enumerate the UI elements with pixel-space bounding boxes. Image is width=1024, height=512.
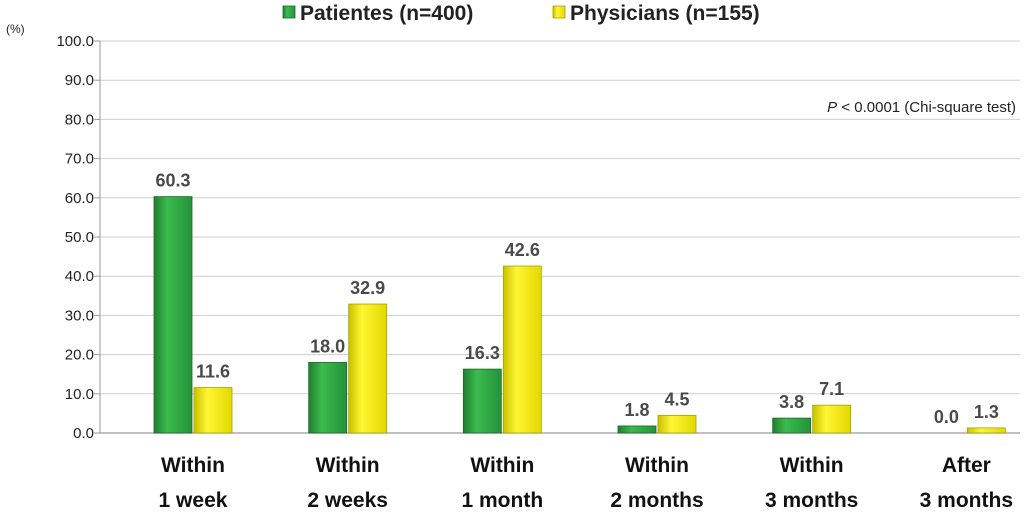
y-tick-label: 20.0 [65,347,94,364]
x-category-label-2-line-0: Within [470,454,534,477]
legend-label-physicians: Physicians (n=155) [570,2,760,25]
x-category-label-4-line-0: Within [780,454,844,477]
y-tick-label: 0.0 [73,425,94,442]
data-label-physicians-5: 1.3 [974,402,999,422]
bar-patients-2 [462,368,502,434]
annotation-rest: < 0.0001 (Chi-square test) [837,99,1016,116]
significance-annotation: P < 0.0001 (Chi-square test) [827,99,1016,116]
x-category-label-1-line-1: 2 weeks [307,489,388,512]
x-axis: Within 1 week Within 2 weeks Within 1 month Wi… [159,454,1013,512]
y-tick-label: 70.0 [65,151,94,168]
data-label-patients-5: 0.0 [934,407,959,427]
y-tick-label: 30.0 [65,307,94,324]
data-label-physicians-2: 42.6 [505,240,540,260]
annotation-italic-p: P [827,99,837,116]
data-label-physicians-1: 32.9 [350,278,385,298]
x-category-label-3-line-0: Within [625,454,689,477]
x-category-label-4-line-1: 3 months [765,489,858,512]
legend: Patientes (n=400) Physicians (n=155) [282,2,760,25]
bar-patients-4 [772,417,812,434]
data-labels: 60.3 11.6 18.0 32.9 16.3 42.6 1.8 4.5 3.8 7.1 0.0 1… [155,171,998,427]
y-tick-label: 50.0 [65,229,94,246]
y-tick-label: 10.0 [65,386,94,403]
legend-label-patients: Patientes (n=400) [300,2,473,25]
gridlines [100,40,1020,434]
bar-physicians-4 [812,404,852,434]
y-tick-label: 80.0 [65,111,94,128]
bar-physicians-3 [657,414,697,434]
x-category-label-5-line-1: 3 months [920,489,1013,512]
legend-swatch-physicians [552,5,566,19]
data-label-physicians-4: 7.1 [819,379,844,399]
bar-physicians-5 [966,427,1006,434]
data-label-patients-1: 18.0 [310,336,345,356]
y-tick-label: 60.0 [65,190,94,207]
x-category-label-5-line-0: After [942,454,991,477]
bar-patients-1 [308,362,348,434]
y-axis-unit-label: (%) [6,22,25,36]
x-category-label-3-line-1: 2 months [610,489,703,512]
data-label-physicians-0: 11.6 [196,362,230,382]
legend-swatch-patients [282,5,296,19]
data-label-patients-0: 60.3 [155,171,190,191]
bar-patients-0 [153,196,193,434]
bars [153,196,1006,434]
y-tick-label: 100.0 [56,33,94,50]
x-category-label-2-line-1: 1 month [461,489,543,512]
x-category-label-0-line-1: 1 week [159,489,228,512]
y-axis: 0.0 10.0 20.0 30.0 40.0 50.0 60.0 70.0 80.0 90.0 1… [56,33,101,442]
bar-physicians-1 [348,303,388,434]
bar-physicians-2 [502,265,542,434]
y-tick-label: 40.0 [65,268,94,285]
bar-physicians-0 [193,387,233,434]
data-label-patients-4: 3.8 [779,392,804,412]
data-label-patients-2: 16.3 [465,343,500,363]
data-label-physicians-3: 4.5 [664,389,689,409]
x-category-label-0-line-0: Within [161,454,225,477]
y-tick-label: 90.0 [65,72,94,89]
bar-patients-3 [617,425,657,434]
x-category-label-1-line-0: Within [316,454,380,477]
data-label-patients-3: 1.8 [624,400,649,420]
